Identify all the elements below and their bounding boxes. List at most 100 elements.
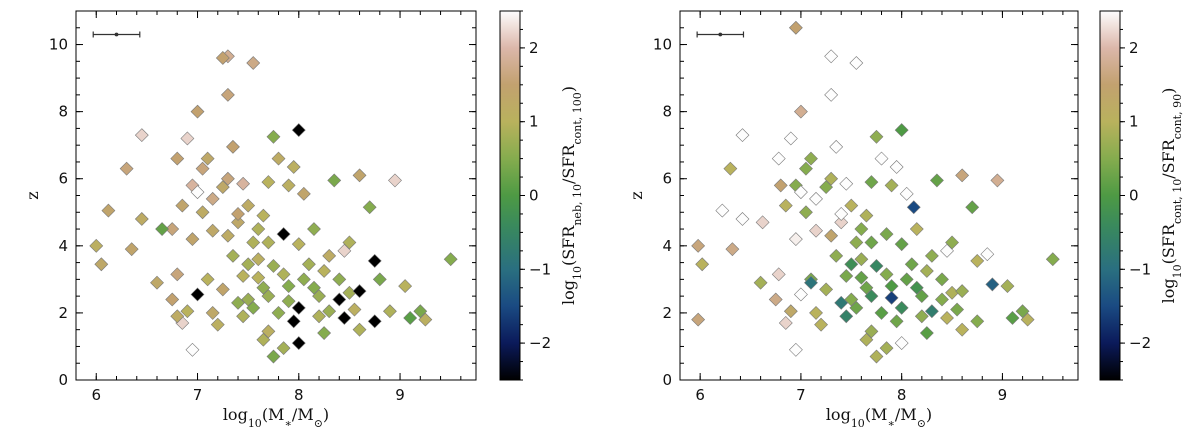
data-point: [352, 284, 367, 299]
data-point: [220, 87, 235, 102]
data-point: [884, 290, 899, 305]
data-point: [215, 51, 230, 65]
data-point: [170, 151, 185, 166]
data-point: [337, 311, 352, 325]
data-point: [246, 235, 261, 250]
data-point: [809, 305, 823, 320]
data-point: [291, 336, 306, 351]
colorbar-tick-label: −1: [529, 260, 551, 278]
data-point: [301, 257, 316, 272]
error-bar: [696, 31, 745, 38]
data-point: [914, 289, 929, 304]
data-point: [231, 207, 245, 221]
y-tick-label: 0: [662, 371, 672, 389]
data-point: [980, 247, 995, 262]
data-point: [256, 208, 271, 223]
data-point: [715, 203, 730, 218]
data-point: [773, 178, 788, 193]
data-point: [317, 264, 332, 278]
data-point: [955, 284, 970, 299]
data-point: [723, 161, 738, 176]
error-bar: [92, 31, 141, 38]
colorbar-tick-label: 1: [1129, 113, 1139, 131]
data-point: [804, 151, 818, 166]
data-point: [909, 280, 924, 295]
data-point: [839, 176, 854, 191]
data-point: [332, 292, 347, 307]
data-point: [165, 222, 180, 236]
y-axis-label: z: [23, 191, 42, 199]
data-point: [849, 235, 864, 250]
colorbar-label: log10(SFRcont, 10/SFRcont, 90): [1159, 88, 1184, 304]
data-point: [691, 312, 706, 327]
data-point: [307, 280, 321, 295]
data-point: [864, 235, 879, 250]
x-tick-label: 9: [395, 386, 405, 404]
data-point: [155, 222, 170, 236]
data-point: [266, 129, 281, 144]
data-point: [955, 322, 970, 337]
data-point: [286, 314, 301, 329]
data-point: [403, 311, 418, 325]
data-point: [899, 272, 914, 287]
data-point: [945, 235, 959, 250]
data-point: [367, 253, 382, 268]
x-tick-label: 6: [91, 386, 101, 404]
data-point: [266, 259, 281, 273]
data-point: [312, 289, 326, 304]
data-point: [793, 287, 808, 302]
data-point: [899, 186, 914, 201]
data-point: [819, 282, 834, 297]
data-point: [894, 237, 909, 252]
x-tick-label: 8: [294, 386, 304, 404]
data-point: [307, 222, 321, 236]
error-bar-center: [114, 32, 119, 37]
data-point: [241, 198, 256, 213]
colorbar-tick-label: −2: [1129, 334, 1151, 352]
data-point: [231, 215, 245, 230]
data-point: [725, 242, 740, 257]
data-point: [246, 56, 261, 70]
data-point: [236, 269, 251, 283]
data-point: [352, 168, 367, 183]
data-point: [735, 212, 750, 226]
data-point: [879, 267, 894, 282]
data-point: [849, 56, 864, 70]
data-point: [955, 168, 970, 183]
data-point: [317, 326, 332, 340]
colorbar-label: log10(SFRneb, 10/SFRcont, 100): [559, 86, 584, 305]
data-point: [935, 292, 949, 307]
data-point: [809, 223, 823, 238]
data-point: [864, 175, 879, 190]
x-tick-label: 8: [897, 386, 907, 404]
colorbar: −2 −1 0 1 2 log10(SFRcont, 10/SFRcont, 90): [1099, 10, 1184, 381]
colorbar: −2 −1 0 1 2 log10(SFRneb, 10/SFRcont, 100): [499, 10, 584, 381]
data-point: [367, 314, 382, 329]
data-point: [849, 300, 864, 315]
data-point: [824, 228, 839, 243]
data-point: [215, 282, 230, 297]
data-point: [124, 242, 139, 257]
data-point: [190, 104, 205, 119]
data-point: [398, 279, 413, 293]
data-point: [889, 314, 904, 329]
data-point: [940, 243, 954, 258]
data-point: [175, 198, 190, 213]
data-point: [691, 238, 706, 253]
data-point: [874, 151, 889, 166]
data-point: [322, 304, 337, 319]
data-point: [190, 185, 205, 200]
data-point: [226, 248, 240, 263]
data-point: [945, 285, 959, 300]
data-point: [869, 129, 884, 144]
data-point: [859, 280, 874, 295]
plot-frame: [679, 10, 1079, 381]
data-point: [185, 232, 200, 247]
data-point: [382, 304, 397, 319]
data-point: [788, 20, 803, 35]
data-point: [413, 304, 428, 319]
data-point: [291, 237, 306, 252]
data-point: [965, 200, 980, 215]
data-point: [834, 207, 849, 221]
data-point: [180, 131, 195, 146]
